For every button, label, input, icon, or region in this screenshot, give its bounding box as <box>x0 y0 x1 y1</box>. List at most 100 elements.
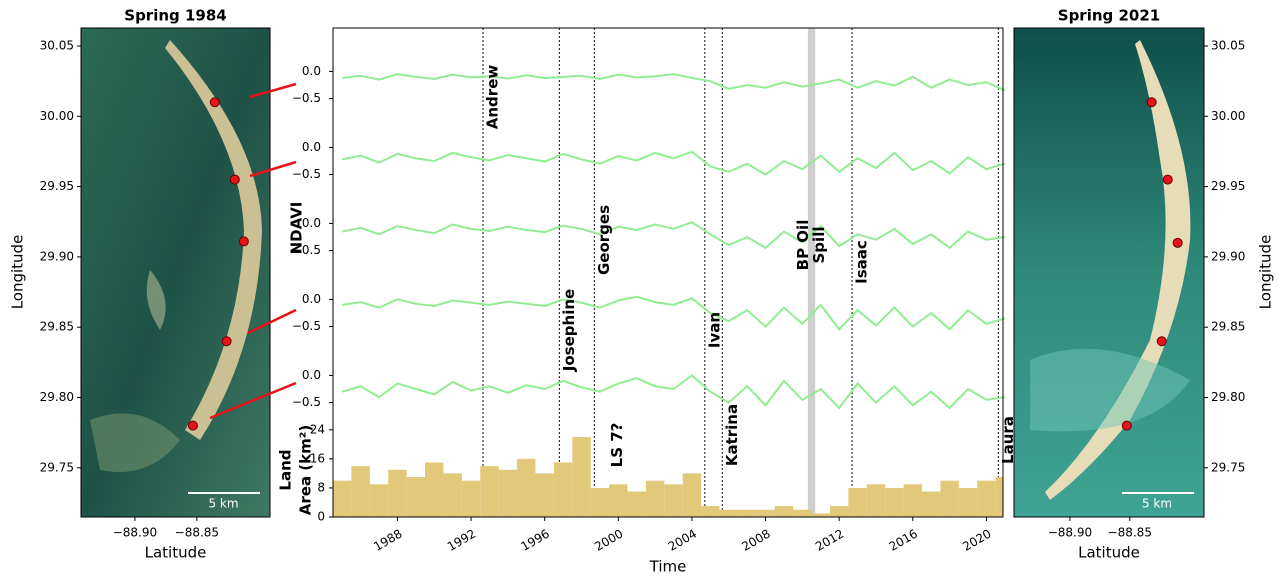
connector <box>249 82 297 99</box>
axes-frame <box>80 27 271 518</box>
time-series-panel: 0.0 −0.5 0.0 −0.5 0.0 −0.5 0.0 −0.5 0.0 −0.5 0 8 16 2… <box>277 27 1017 576</box>
island <box>165 40 262 440</box>
y-tick-label: 0.0 <box>302 216 321 230</box>
area-bar <box>369 484 389 517</box>
area-bar <box>811 513 830 517</box>
event-label: BP Oil <box>794 220 812 271</box>
y-tick-label: 0.0 <box>302 368 321 382</box>
area-bar <box>793 509 812 517</box>
map-title: Spring 1984 <box>124 7 226 25</box>
x-tick-label: 2012 <box>813 527 846 554</box>
map-panel: Spring 2021 5 km −88.90 −88.85 30.05 30.00 29.… <box>1013 7 1275 562</box>
site-marker <box>1121 420 1132 431</box>
x-tick-label: 1992 <box>445 527 478 554</box>
event-label: Laura <box>999 416 1017 464</box>
connector <box>249 160 297 178</box>
ndavi-line <box>341 374 1005 410</box>
y-tick-label: 29.90 <box>1211 249 1245 263</box>
area-bar <box>590 487 610 517</box>
area-bar <box>461 480 481 517</box>
y-tick-label: 29.90 <box>40 249 74 263</box>
ndavi-line <box>342 221 1005 250</box>
y-tick-label: 16 <box>310 451 325 465</box>
y-tick-label: 29.85 <box>40 320 74 334</box>
y-tick-label: −0.5 <box>292 395 321 409</box>
area-axis-label: Land <box>277 449 295 490</box>
y-tick-label: 0.0 <box>302 64 321 78</box>
site-marker <box>229 174 240 185</box>
area-bar <box>885 487 904 517</box>
event-label: LS 7? <box>608 423 626 468</box>
area-bar <box>701 506 720 517</box>
y-tick-label: −0.5 <box>292 91 321 105</box>
area-bar <box>774 506 794 517</box>
y-tick-label: 30.05 <box>1211 38 1245 52</box>
area-bar <box>425 462 444 517</box>
y-tick-label: 29.95 <box>40 179 74 193</box>
site-marker <box>238 236 249 247</box>
area-bar <box>645 480 665 517</box>
x-tick-label: −88.85 <box>1108 526 1152 540</box>
y-tick-label: 0 <box>317 510 325 524</box>
y-tick-label: 29.85 <box>1211 320 1245 334</box>
y-tick-label: 0.0 <box>302 140 321 154</box>
y-tick-label: −0.5 <box>292 167 321 181</box>
area-bar <box>866 484 886 517</box>
shoal <box>1030 348 1190 432</box>
x-tick-label: −88.90 <box>113 526 157 540</box>
site-marker <box>1172 237 1183 248</box>
site-marker <box>187 420 198 431</box>
map-panel: Spring 1984 5 km −88.90 −88.85 30.05 30.00 29.… <box>9 7 271 562</box>
y-axis-label: Longitude <box>1257 235 1275 310</box>
area-axis-label: Area (km²) <box>297 425 315 515</box>
area-bar <box>480 466 499 517</box>
connector <box>247 308 297 335</box>
area-bar <box>829 506 849 517</box>
area-bar <box>756 509 775 517</box>
area-bar <box>498 469 518 517</box>
y-axis-label: NDAVI <box>288 202 306 255</box>
site-marker <box>1156 336 1167 347</box>
area-bar <box>664 484 683 517</box>
y-tick-label: 29.95 <box>1211 179 1245 193</box>
event-label: Andrew <box>484 65 502 130</box>
y-tick-label: 29.80 <box>40 390 74 404</box>
y-tick-label: 0.0 <box>302 292 321 306</box>
shoal <box>90 413 180 472</box>
x-tick-label: 2016 <box>887 527 920 554</box>
connector <box>209 381 297 420</box>
map-title: Spring 2021 <box>1058 7 1160 25</box>
site-marker <box>209 97 220 108</box>
area-bar <box>553 462 573 517</box>
area-bar <box>517 458 536 517</box>
y-tick-label: −0.5 <box>292 319 321 333</box>
y-axis-label: Longitude <box>9 235 27 310</box>
site-marker <box>221 336 232 347</box>
ndavi-line <box>342 295 1006 331</box>
area-bar <box>940 480 959 517</box>
x-axis-label: Latitude <box>145 544 207 562</box>
scale-label: 5 km <box>1142 497 1172 511</box>
event-span <box>807 28 816 517</box>
y-tick-label: 29.80 <box>1211 390 1245 404</box>
y-tick-label: 24 <box>310 422 325 436</box>
x-tick-label: −88.90 <box>1048 526 1092 540</box>
event-label: Josephine <box>560 289 578 372</box>
event-label: Spill <box>810 227 828 264</box>
area-bar <box>737 509 757 517</box>
ndavi-line <box>342 150 1006 176</box>
event-label: Georges <box>595 205 613 275</box>
y-tick-label: 30.00 <box>40 109 74 123</box>
area-bar <box>388 469 407 517</box>
x-tick-label: 1996 <box>518 527 551 554</box>
y-tick-label: 30.00 <box>1211 109 1245 123</box>
x-axis-label: Latitude <box>1078 544 1140 562</box>
site-marker <box>1146 97 1157 108</box>
area-bar <box>958 487 978 517</box>
area-bar <box>903 484 923 517</box>
area-bar <box>682 473 702 517</box>
axes-frame <box>332 27 1004 518</box>
area-bar <box>719 509 738 517</box>
x-tick-label: 1988 <box>371 527 404 554</box>
area-bar <box>977 480 996 517</box>
